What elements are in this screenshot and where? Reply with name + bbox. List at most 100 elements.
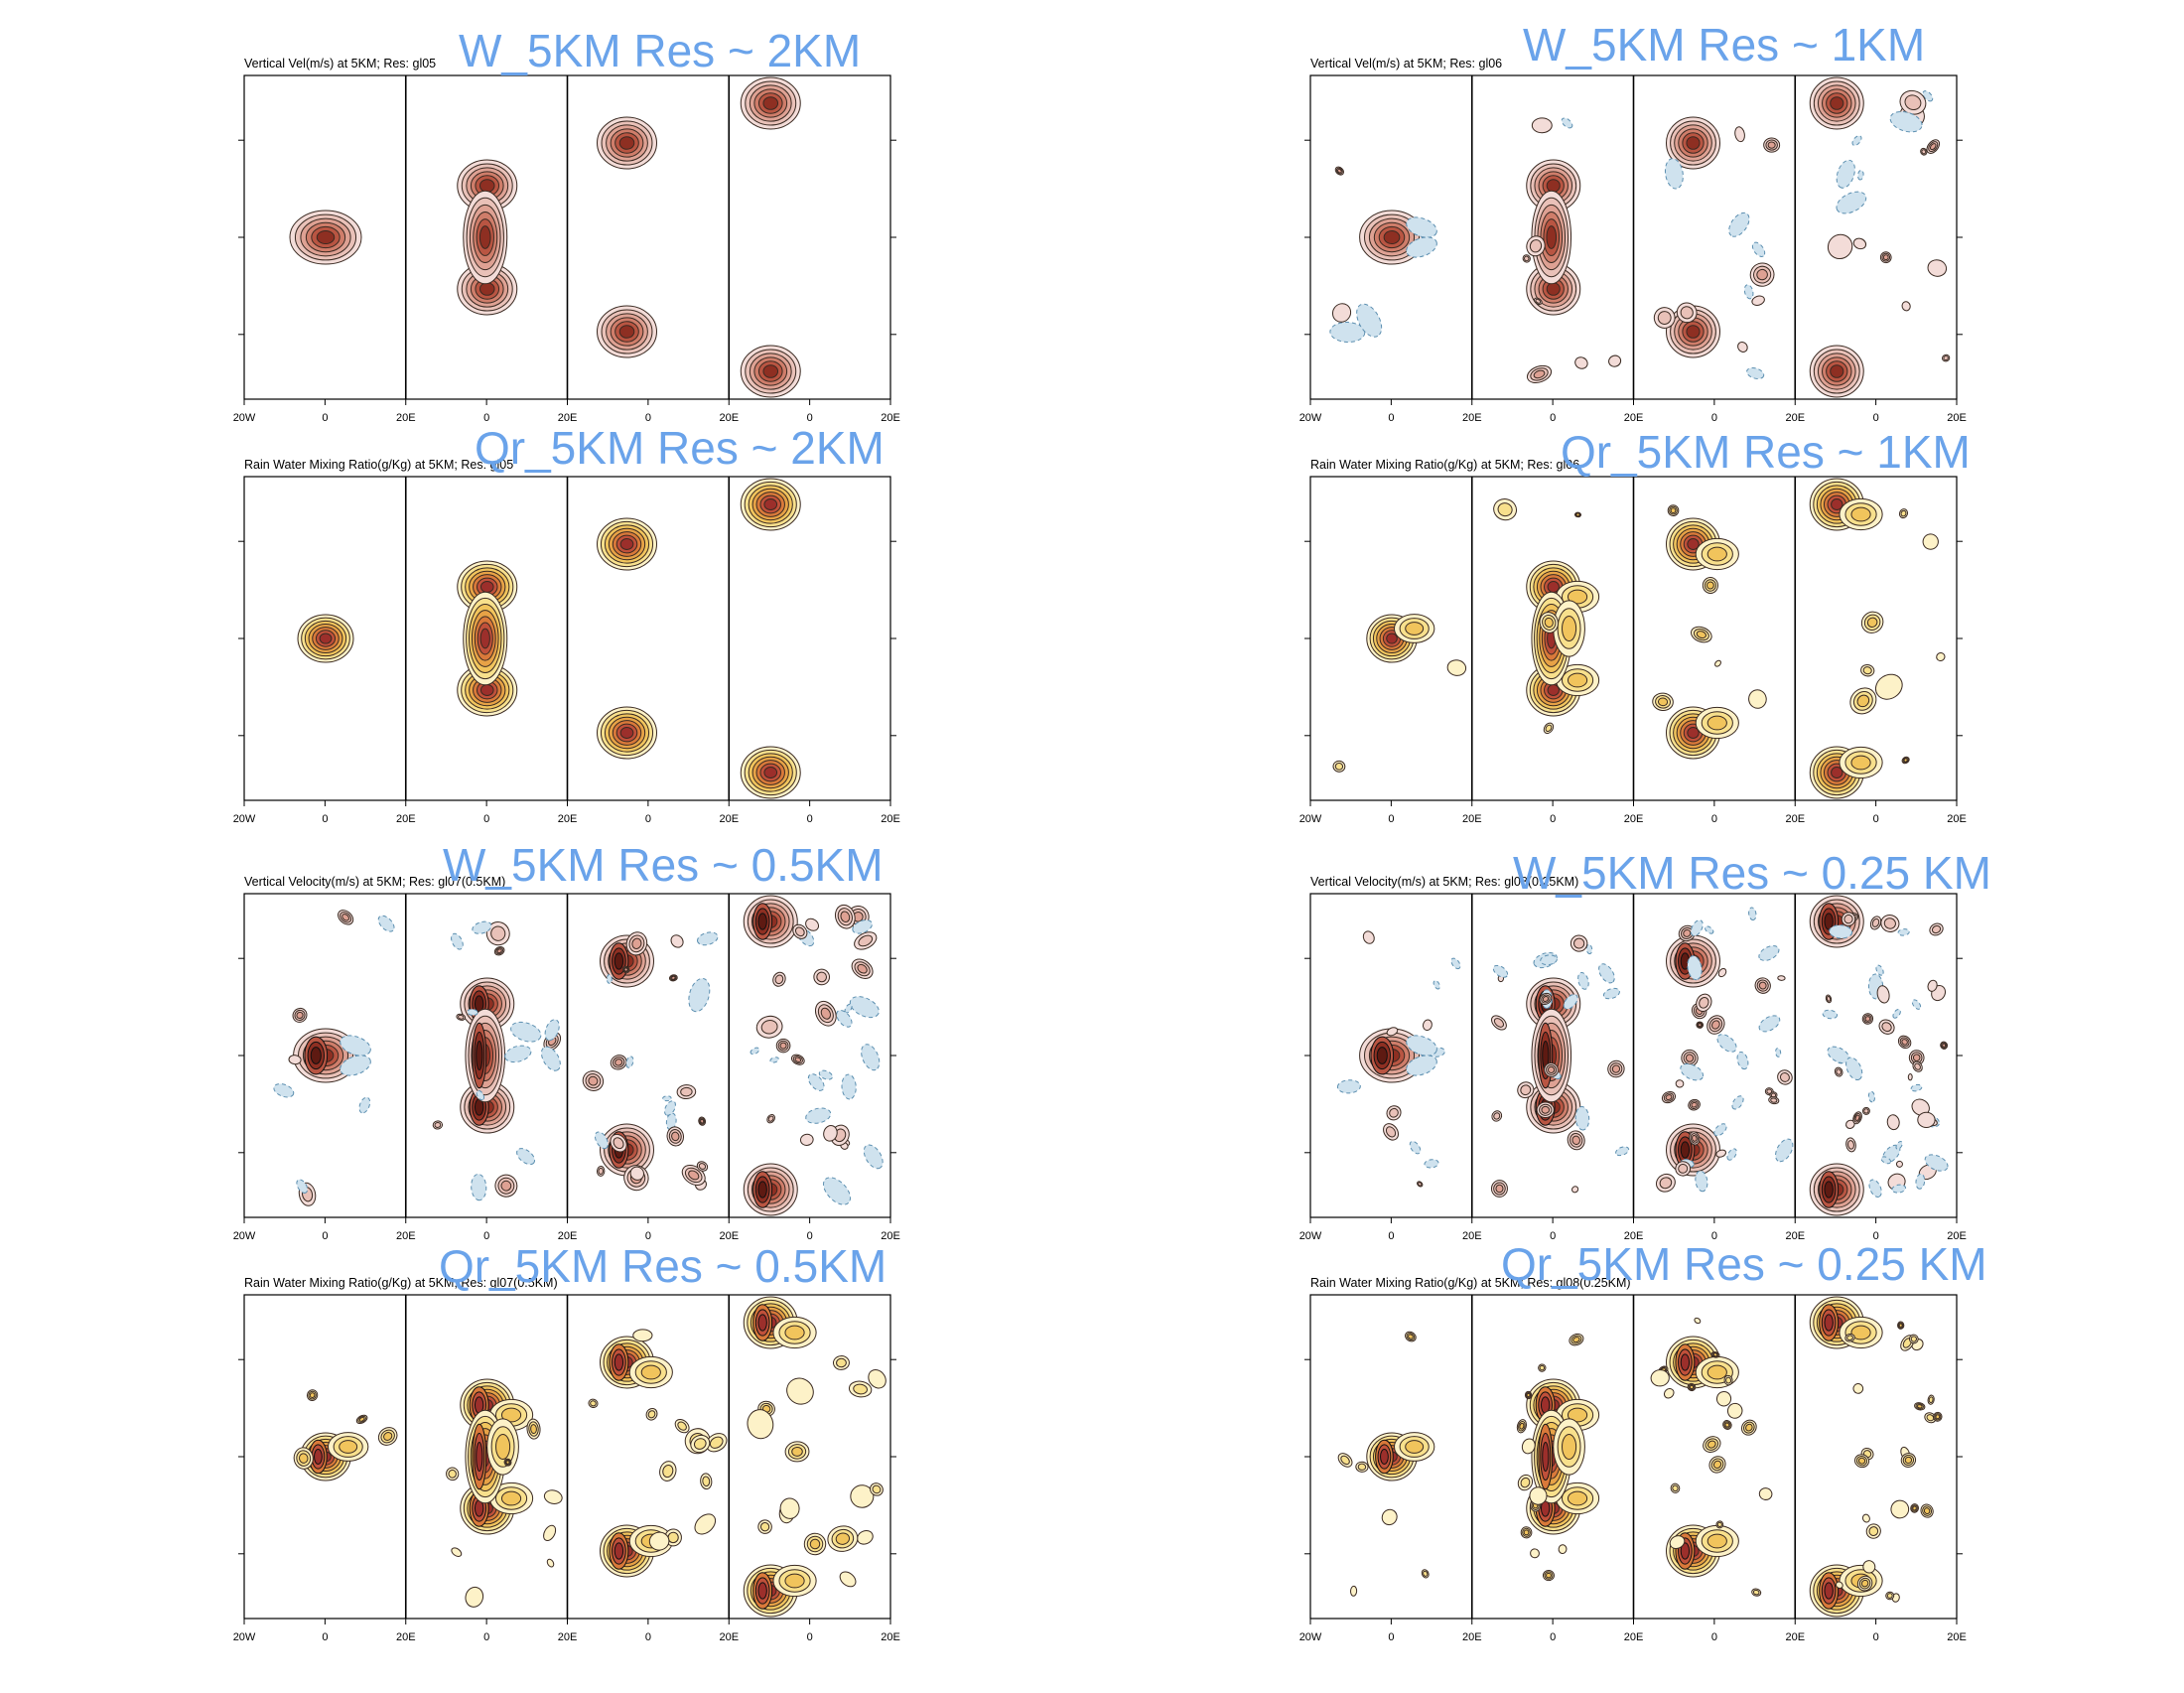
rain-tail: [1405, 1440, 1425, 1454]
small-rain: [1724, 1422, 1730, 1428]
small-updraft: [1571, 1186, 1579, 1194]
negative-contour: [1563, 994, 1578, 1010]
small-updraft: [1680, 306, 1694, 320]
x-tick-label: 0: [1873, 1631, 1879, 1643]
small-rain: [693, 1438, 707, 1450]
small-updraft: [1756, 268, 1768, 281]
small-updraft: [1758, 981, 1767, 990]
updraft-core: [757, 913, 767, 930]
small-updraft: [1574, 356, 1588, 369]
small-updraft: [774, 974, 784, 985]
updraft-core: [1680, 1141, 1691, 1159]
small-rain: [1689, 1384, 1695, 1390]
small-rain: [779, 1497, 800, 1519]
small-rain: [1714, 659, 1721, 667]
negative-contour: [296, 1179, 309, 1194]
negative-contour: [1409, 1140, 1422, 1155]
updraft-contour: [316, 229, 336, 245]
small-rain: [1520, 1477, 1531, 1488]
panel-title-w-gl05: Vertical Vel(m/s) at 5KM; Res: gl05: [244, 57, 437, 71]
rain-tail: [1562, 616, 1577, 641]
negative-contour: [818, 1069, 834, 1080]
small-updraft: [799, 1133, 814, 1146]
small-rain: [1922, 533, 1939, 550]
rain-core: [476, 1441, 483, 1473]
small-rain: [835, 1532, 851, 1545]
updraft-contour: [618, 325, 635, 339]
small-updraft: [598, 1167, 604, 1175]
x-tick-label: 0: [322, 1631, 328, 1643]
negative-contour: [1748, 907, 1757, 920]
rain-core: [1680, 1353, 1691, 1371]
small-rain: [1758, 1487, 1773, 1500]
small-updraft: [1927, 259, 1948, 277]
small-rain: [383, 1432, 393, 1441]
negative-contour: [1329, 322, 1366, 344]
small-rain: [1546, 1572, 1552, 1579]
small-updraft: [1770, 1097, 1778, 1103]
small-rain: [1350, 1585, 1358, 1597]
contour-panel: 20W 0 20E 0 20E 0 20E 0 20E: [1299, 74, 1967, 424]
small-rain: [1519, 1422, 1525, 1430]
negative-contour: [1911, 999, 1922, 1010]
small-rain: [1936, 652, 1946, 662]
negative-contour: [852, 919, 873, 934]
small-updraft: [1895, 1160, 1903, 1168]
small-rain: [1530, 1548, 1540, 1559]
x-tick-label: 20E: [1785, 412, 1805, 424]
small-rain: [1669, 1535, 1686, 1550]
negative-contour: [510, 1021, 542, 1043]
panel-title-qr-gl08: Rain Water Mixing Ratio(g/Kg) at 5KM; Re…: [1310, 1276, 1631, 1290]
small-updraft: [1608, 354, 1622, 367]
small-updraft: [1836, 1068, 1843, 1075]
negative-contour: [1775, 1048, 1782, 1058]
small-updraft: [1385, 1126, 1397, 1138]
small-updraft: [1389, 1107, 1399, 1118]
small-updraft: [767, 1115, 774, 1122]
small-rain: [1650, 1369, 1670, 1387]
contour-panel: 20W 0 20E 0 20E 0 20E 0 20E: [233, 476, 900, 825]
small-rain: [1712, 1352, 1718, 1357]
small-updraft: [1683, 929, 1692, 937]
small-updraft: [1691, 1101, 1698, 1108]
small-rain: [543, 1489, 563, 1504]
small-rain: [1752, 1589, 1760, 1596]
small-updraft: [1337, 168, 1342, 174]
small-rain: [1912, 1505, 1917, 1511]
negative-contour: [1433, 980, 1440, 990]
small-updraft: [288, 1055, 302, 1065]
small-updraft: [631, 937, 642, 949]
x-tick-label: 20E: [1785, 1230, 1805, 1242]
small-updraft: [1734, 126, 1745, 143]
negative-contour: [1751, 241, 1766, 257]
small-updraft: [1531, 117, 1553, 134]
contour-panel: 20W 0 20E 0 20E 0 20E 0 20E: [1299, 1294, 1967, 1643]
updraft-contour: [1546, 225, 1558, 249]
negative-contour: [750, 1047, 760, 1056]
small-updraft: [1901, 1039, 1908, 1046]
small-updraft: [1533, 369, 1546, 379]
small-rain: [1706, 581, 1714, 590]
negative-contour: [377, 915, 395, 932]
updraft-contour: [1686, 136, 1701, 150]
x-tick-label: 0: [322, 813, 328, 825]
small-updraft: [490, 925, 506, 941]
small-rain: [1544, 617, 1554, 629]
small-updraft: [1907, 1072, 1913, 1081]
x-tick-label: 20W: [1299, 412, 1322, 424]
small-updraft: [858, 934, 874, 947]
x-tick-label: 20E: [1624, 412, 1644, 424]
small-rain: [358, 1417, 365, 1422]
rain-tail: [784, 1325, 805, 1340]
x-tick-label: 0: [483, 813, 489, 825]
small-updraft: [1685, 1054, 1695, 1062]
x-tick-label: 20E: [719, 813, 739, 825]
small-updraft: [1611, 1064, 1621, 1073]
small-rain: [530, 1424, 537, 1435]
small-rain: [546, 1558, 555, 1568]
negative-contour: [340, 1055, 371, 1076]
rain-tail: [1567, 589, 1588, 605]
x-tick-label: 0: [1550, 813, 1556, 825]
small-rain: [648, 1531, 670, 1551]
negative-contour: [516, 1148, 536, 1166]
